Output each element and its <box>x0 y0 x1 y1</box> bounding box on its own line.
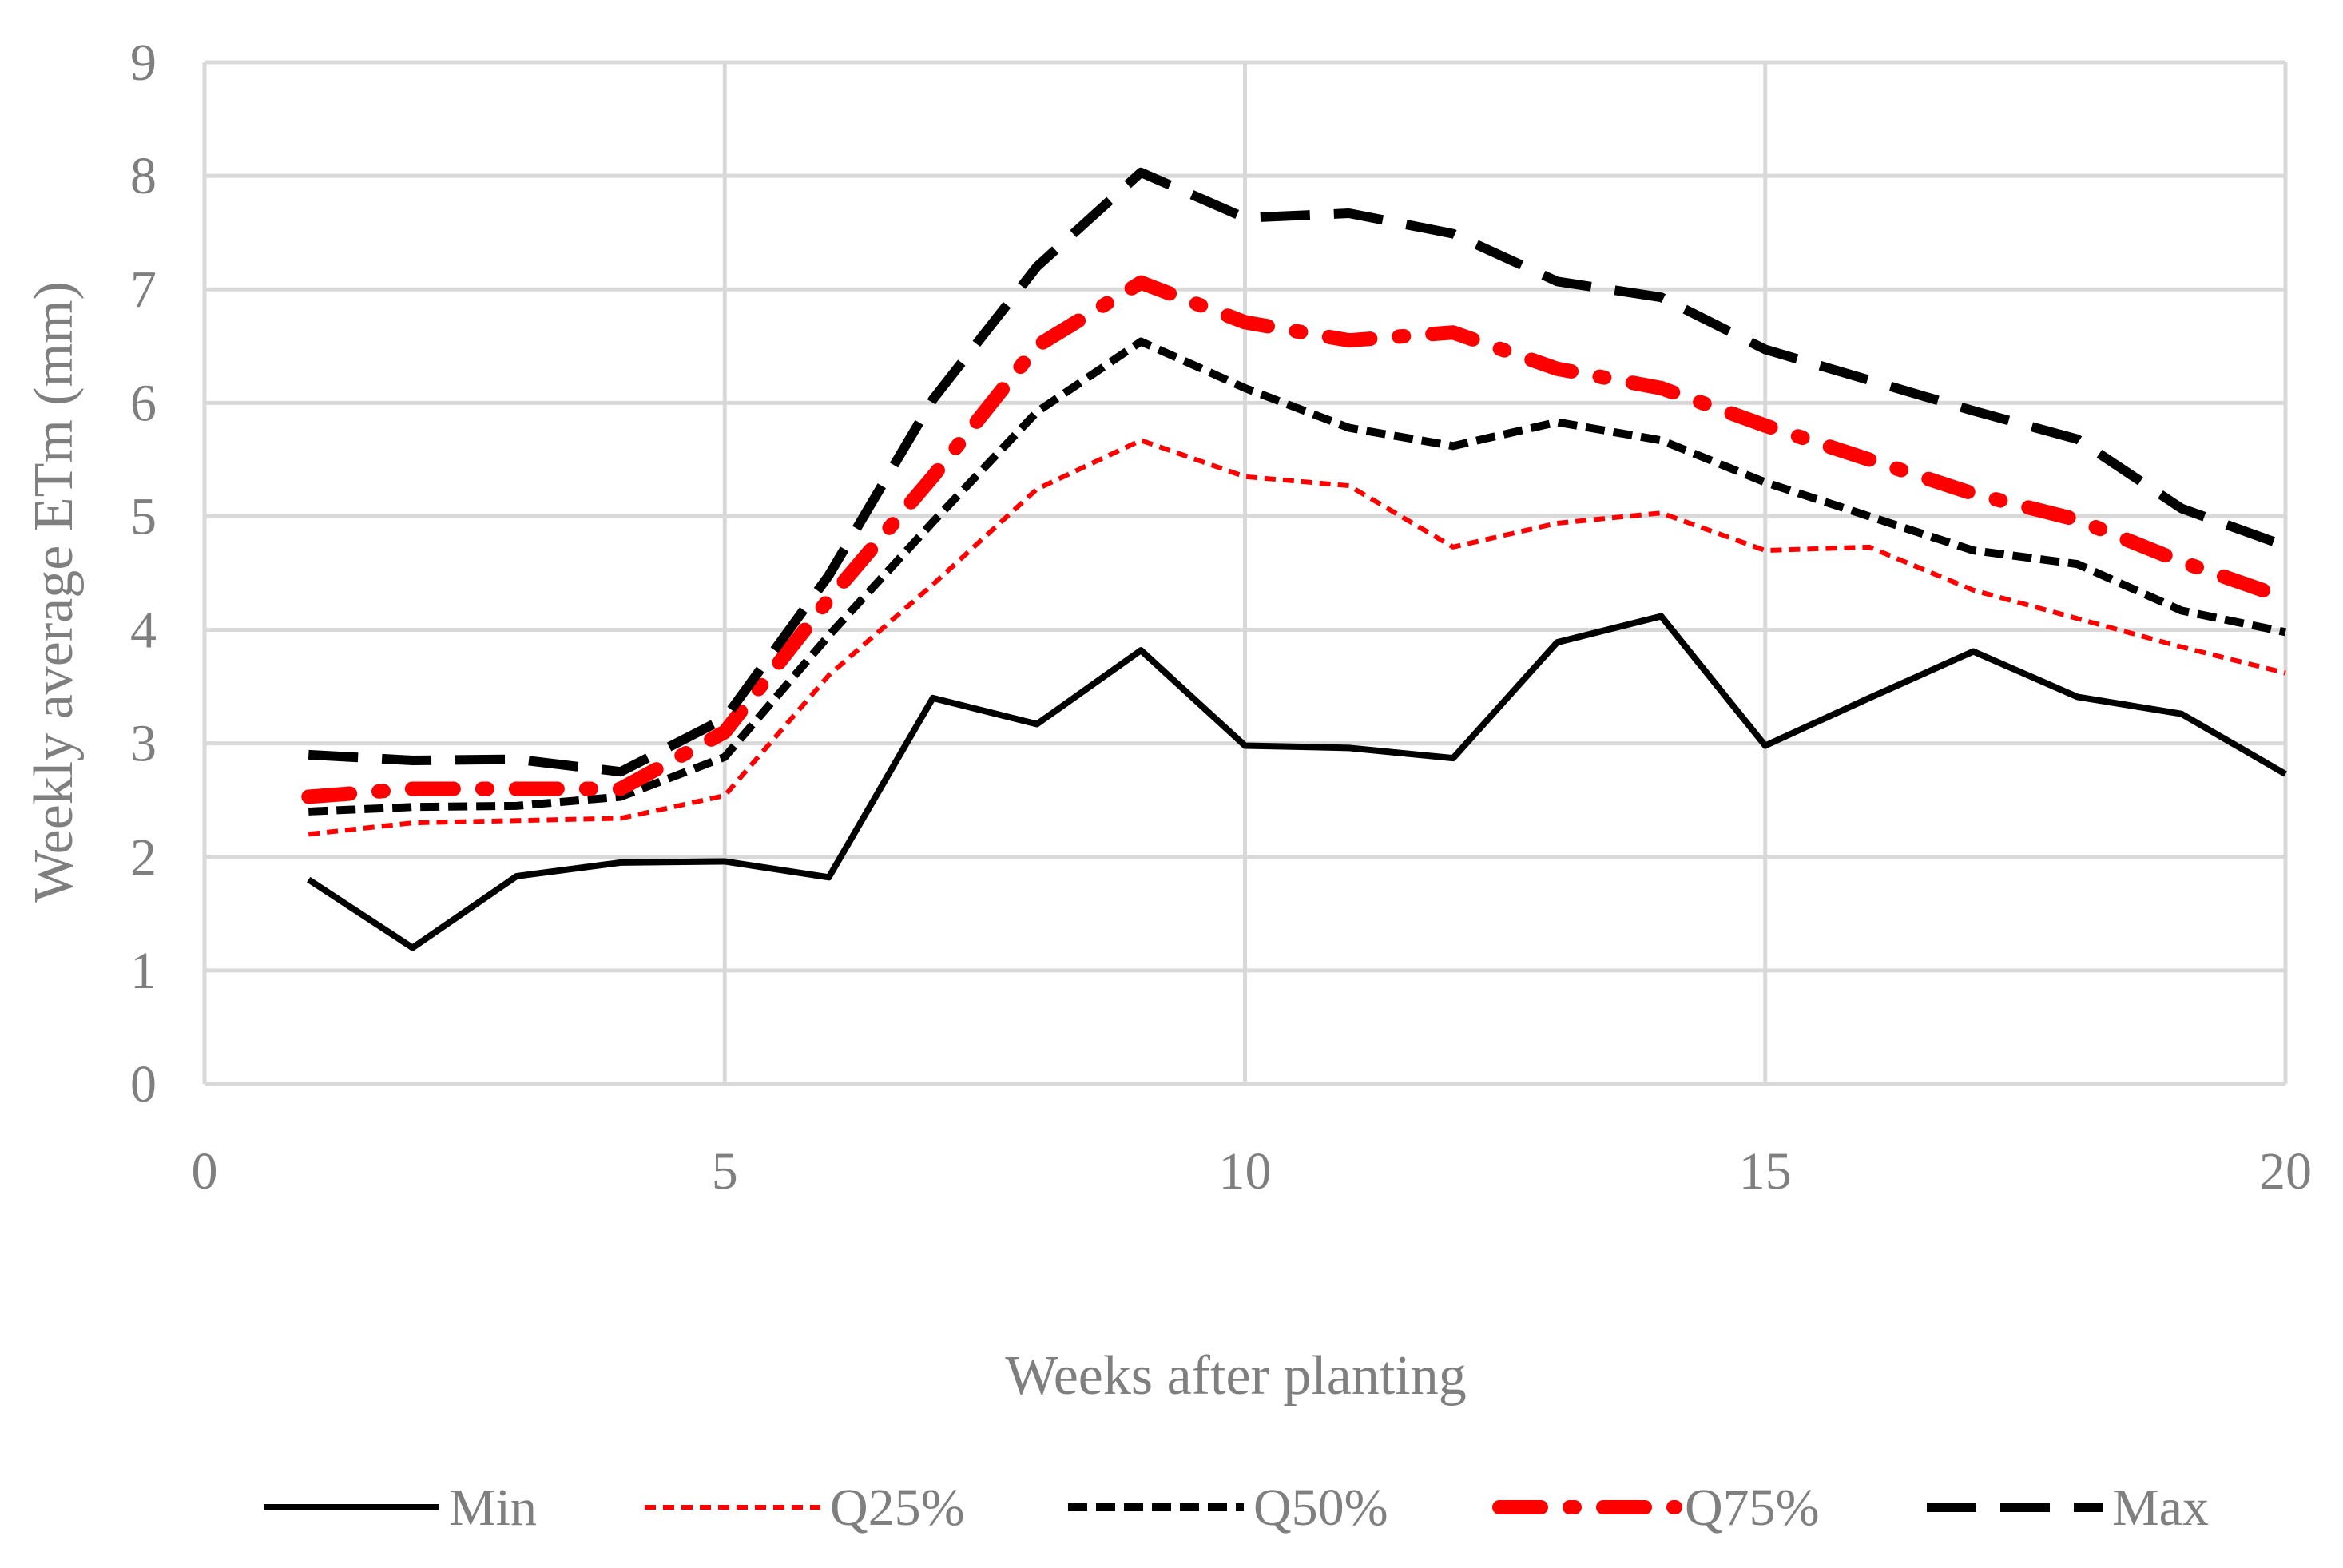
x-tick-label: 10 <box>1219 1142 1272 1201</box>
y-tick-label: 3 <box>130 715 157 773</box>
series-line-q25 <box>308 438 2286 837</box>
series-line-q75 <box>301 275 2293 804</box>
y-axis-title: Weekly average ETm (mm) <box>23 281 85 903</box>
tick-labels: 0 1 2 3 4 5 6 7 8 9 0 5 10 15 20 <box>130 34 2312 1201</box>
series-lines <box>301 167 2293 951</box>
x-axis-title: Weeks after planting <box>1005 1345 1466 1407</box>
y-tick-label: 5 <box>130 487 157 546</box>
x-tick-label: 20 <box>2259 1142 2312 1201</box>
legend: Min Q25% Q50% Q75% Max <box>264 1479 2209 1537</box>
legend-label: Q25% <box>830 1479 965 1537</box>
y-tick-label: 9 <box>130 34 157 92</box>
y-tick-label: 7 <box>130 260 157 319</box>
y-tick-label: 6 <box>130 374 157 432</box>
series-line-min <box>307 613 2288 951</box>
x-tick-label: 0 <box>192 1142 218 1201</box>
y-tick-label: 2 <box>130 828 157 887</box>
legend-label: Min <box>449 1479 537 1537</box>
x-tick-label: 5 <box>712 1142 738 1201</box>
legend-label: Q75% <box>1685 1479 1820 1537</box>
series-line-q50 <box>308 337 2287 816</box>
y-tick-label: 0 <box>130 1055 157 1113</box>
y-tick-label: 4 <box>130 601 157 660</box>
legend-label: Max <box>2112 1479 2209 1537</box>
y-tick-label: 1 <box>130 942 157 1000</box>
x-tick-label: 15 <box>1739 1142 1792 1201</box>
y-tick-label: 8 <box>130 147 157 205</box>
series-line-max <box>308 167 2288 777</box>
gridlines <box>202 60 2288 1086</box>
legend-label: Q50% <box>1253 1479 1388 1537</box>
